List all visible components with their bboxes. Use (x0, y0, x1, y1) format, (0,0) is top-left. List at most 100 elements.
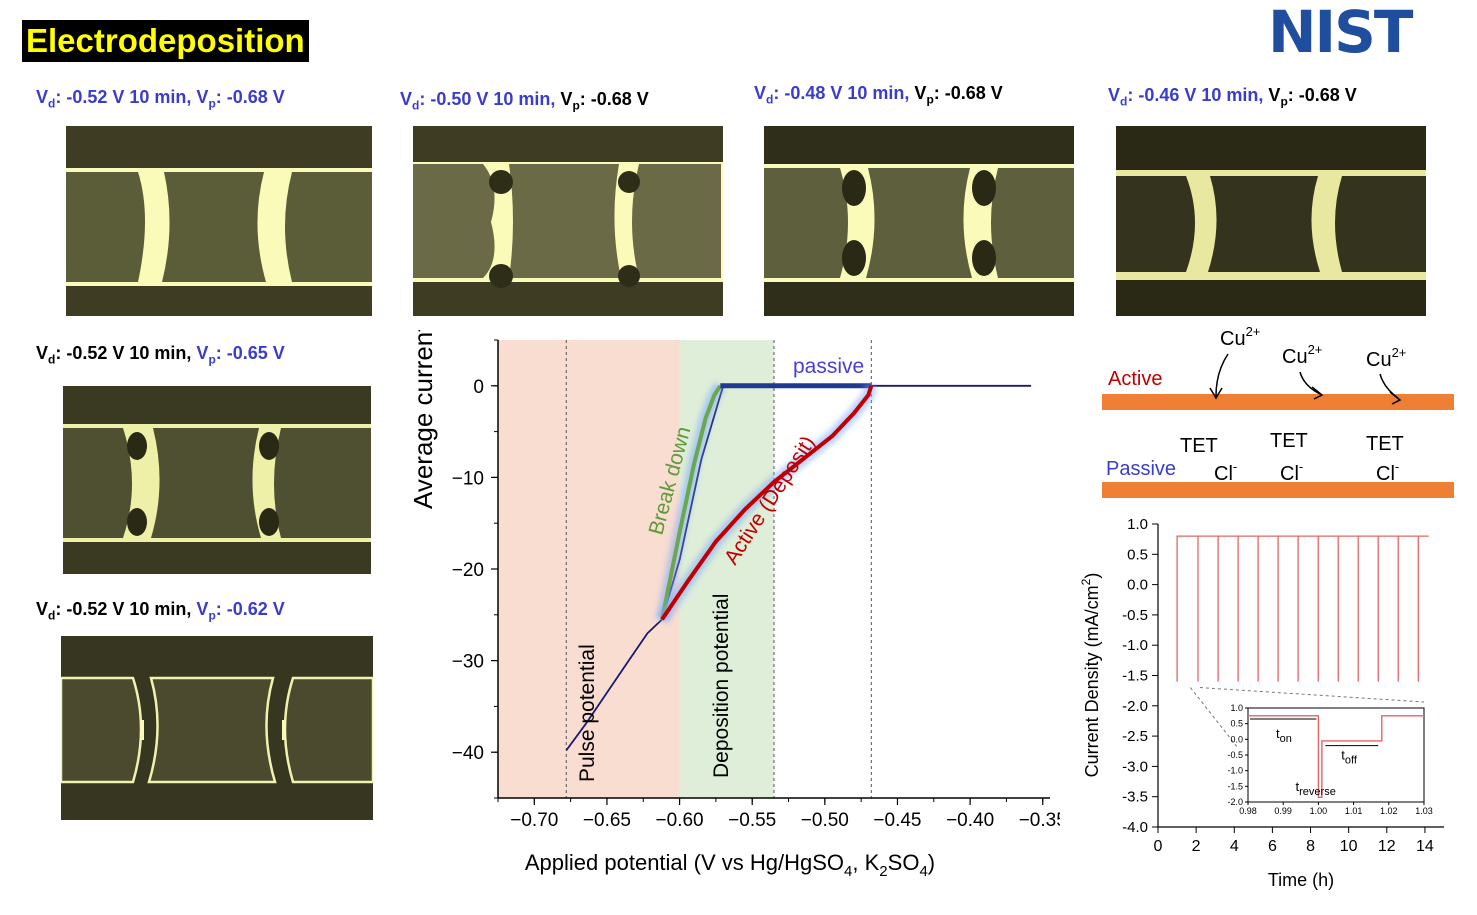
region-pulse (498, 340, 680, 798)
cv-xtick-label: −0.65 (583, 810, 631, 831)
panel-4-label: Vd: -0.46 V 10 min, Vp: -0.68 V (1108, 85, 1357, 109)
passive-label: Passive (1106, 458, 1176, 480)
panel-1-label: Vd: -0.52 V 10 min, Vp: -0.68 V (36, 87, 285, 111)
inset-xtick-label: 1.00 (1310, 806, 1328, 816)
inset-ytick-label: 1.0 (1230, 703, 1243, 713)
cv-annot-passive: passive (793, 355, 864, 378)
inset-ytick-label: -2.0 (1227, 797, 1243, 807)
tet-label-1: TET (1180, 435, 1218, 457)
tet-label-3: TET (1366, 433, 1404, 455)
surface-schematic: Active Passive Cu2+ Cu2+ Cu2+ TET TET TE… (1102, 324, 1454, 498)
cv-chart: −0.70 −0.65 −0.60 −0.55 −0.50 −0.45 −0.40 −0.35… (408, 330, 1060, 880)
cv-ytick-label: −40 (452, 743, 484, 764)
svg-text:Cu2+: Cu2+ (1282, 342, 1322, 368)
pulse-xtick-label: 14 (1416, 838, 1434, 855)
cv-ylabel: Average current (mA) (408, 330, 438, 509)
inset-treverse-label: treverse (1296, 779, 1336, 798)
cu-ion-2: Cu2+ (1282, 342, 1322, 368)
pulse-ytick-label: -3.0 (1122, 758, 1148, 775)
inset-toff-label: toff (1341, 748, 1358, 767)
micrograph-1 (66, 126, 372, 316)
series-break-down (660, 384, 722, 620)
cv-xtick-label: −0.55 (728, 810, 776, 831)
svg-text:Cu2+: Cu2+ (1366, 345, 1406, 371)
panel-6-label: Vd: -0.52 V 10 min, Vp: -0.62 V (36, 599, 285, 623)
pulse-ytick-label: -1.5 (1122, 668, 1148, 685)
inset-ytick-label: 0.5 (1230, 719, 1243, 729)
micrograph-3 (764, 126, 1074, 316)
pulse-ytick-label: -1.0 (1122, 637, 1148, 654)
inset-pointer (1199, 687, 1425, 703)
inset-pointer (1190, 687, 1239, 749)
inset-bg (1218, 704, 1430, 822)
micrograph-5 (63, 386, 371, 574)
pulse-chart: 0 2 4 6 8 10 12 14 1.0 0.5 0.0 -0.5 -1.0 -1.5 -2.0 -2.5… (1079, 516, 1444, 890)
series-active-deposit- (660, 385, 874, 621)
pulse-ylabel: Current Density (mA/cm2) (1079, 573, 1102, 778)
tet-label-2: TET (1270, 430, 1308, 452)
inset-waveform (1248, 715, 1424, 798)
pulse-ytick-label: 0.0 (1127, 577, 1148, 594)
micrograph-4 (1116, 126, 1426, 316)
inset-xtick-label: 1.01 (1345, 806, 1363, 816)
cv-xtick-label: −0.50 (801, 810, 849, 831)
cv-xtick-label: −0.60 (656, 810, 704, 831)
cv-xtick-label: −0.35 (1019, 810, 1060, 831)
cl-ion-2: Cl- (1280, 459, 1303, 485)
inset-xtick-label: 0.98 (1239, 806, 1257, 816)
micrograph-2 (413, 126, 723, 316)
pulse-series-line (1176, 535, 1429, 682)
svg-text:Cu2+: Cu2+ (1220, 324, 1260, 350)
pulse-ytick-label: -3.5 (1122, 789, 1148, 806)
inset-ytick-label: 0.0 (1230, 734, 1243, 744)
cv-ytick-label: −30 (452, 652, 484, 673)
pulse-xlabel: Time (h) (1268, 870, 1334, 890)
slide-title: Electrodeposition (22, 20, 309, 62)
pulse-ytick-label: -0.5 (1122, 607, 1148, 624)
pulse-ytick-label: -2.5 (1122, 728, 1148, 745)
panel-3-label: Vd: -0.48 V 10 min, Vp: -0.68 V (754, 83, 1003, 107)
cl-ion-3: Cl- (1376, 459, 1399, 485)
inset-ytick-label: -1.0 (1227, 766, 1243, 776)
cv-xlabel: Applied potential (V vs Hg/HgSO4, K2SO4) (525, 850, 935, 880)
nist-logo: NIST (1268, 2, 1416, 56)
cv-ytick-label: −20 (452, 560, 484, 581)
arrow-icon (1215, 353, 1229, 397)
inset-ytick-label: -0.5 (1227, 750, 1243, 760)
cv-annot-deposition: Deposition potential (710, 594, 733, 778)
pulse-xtick-label: 10 (1340, 838, 1358, 855)
cu-ion-3: Cu2+ (1366, 345, 1406, 371)
pulse-xtick-label: 4 (1230, 838, 1239, 855)
panel-2-label: Vd: -0.50 V 10 min, Vp: -0.68 V (400, 89, 649, 113)
arrow-icon (1299, 371, 1321, 395)
cv-xtick-label: −0.45 (873, 810, 921, 831)
inset-ytick-label: -1.5 (1227, 781, 1243, 791)
inset-xtick-label: 0.99 (1274, 806, 1292, 816)
passive-copper-layer (1102, 482, 1454, 498)
pulse-ytick-label: 0.5 (1127, 546, 1148, 563)
pulse-ytick-label: 1.0 (1127, 516, 1148, 533)
pulse-xtick-label: 6 (1268, 838, 1277, 855)
inset-xtick-label: 1.03 (1415, 806, 1433, 816)
active-copper-layer (1102, 394, 1454, 410)
cv-ytick-label: −10 (452, 468, 484, 489)
cv-xtick-label: −0.70 (510, 810, 558, 831)
cl-ion-1: Cl- (1214, 459, 1237, 485)
cv-ytick-label: 0 (473, 377, 484, 398)
inset-ton-label: ton (1276, 726, 1292, 745)
panel-5-label: Vd: -0.52 V 10 min, Vp: -0.65 V (36, 343, 285, 367)
pulse-ytick-label: -4.0 (1122, 819, 1148, 836)
series-pulse-potential-curve (565, 385, 725, 751)
active-label: Active (1108, 368, 1162, 390)
cv-xtick-label: −0.40 (946, 810, 994, 831)
pulse-xtick-label: 0 (1154, 838, 1163, 855)
pulse-xtick-label: 12 (1378, 838, 1396, 855)
logo-text: NIST (1268, 2, 1414, 56)
cu-ion-1: Cu2+ (1220, 324, 1260, 350)
pulse-xtick-label: 2 (1192, 838, 1201, 855)
inset-xtick-label: 1.02 (1380, 806, 1398, 816)
cv-annot-pulse: Pulse potential (576, 644, 599, 782)
micrograph-6 (61, 636, 373, 820)
pulse-xtick-label: 8 (1306, 838, 1315, 855)
pulse-ytick-label: -2.0 (1122, 698, 1148, 715)
